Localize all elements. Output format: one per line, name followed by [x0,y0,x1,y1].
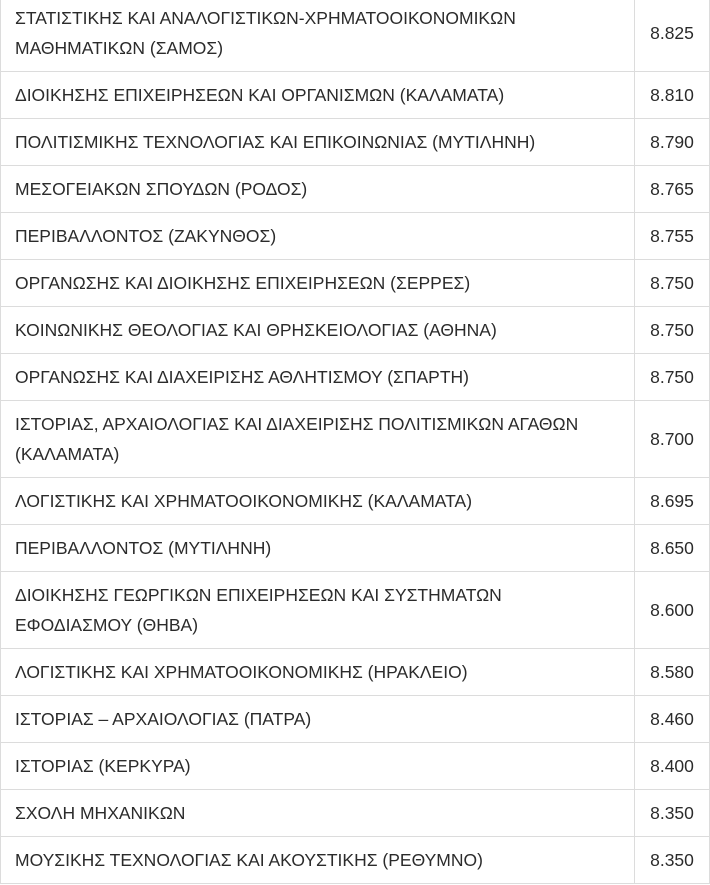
program-name: ΟΡΓΑΝΩΣΗΣ ΚΑΙ ΔΙΟΙΚΗΣΗΣ ΕΠΙΧΕΙΡΗΣΕΩΝ (ΣΕ… [0,259,635,307]
program-name: ΛΟΓΙΣΤΙΚΗΣ ΚΑΙ ΧΡΗΜΑΤΟΟΙΚΟΝΟΜΙΚΗΣ (ΚΑΛΑΜ… [0,477,635,525]
score: 8.790 [634,118,710,166]
table-row: ΜΕΣΟΓΕΙΑΚΩΝ ΣΠΟΥΔΩΝ (ΡΟΔΟΣ) 8.765 [0,165,710,213]
program-name: ΠΕΡΙΒΑΛΛΟΝΤΟΣ (ΜΥΤΙΛΗΝΗ) [0,524,635,572]
program-name: ΣΧΟΛΗ ΜΗΧΑΝΙΚΩΝ [0,789,635,837]
score: 8.750 [634,259,710,307]
score: 8.750 [634,306,710,354]
score: 8.350 [634,789,710,837]
table-row: ΟΡΓΑΝΩΣΗΣ ΚΑΙ ΔΙΑΧΕΙΡΙΣΗΣ ΑΘΛΗΤΙΣΜΟΥ (ΣΠ… [0,353,710,401]
program-name: ΣΤΑΤΙΣΤΙΚΗΣ ΚΑΙ ΑΝΑΛΟΓΙΣΤΙΚΩΝ-ΧΡΗΜΑΤΟΟΙΚ… [0,0,635,72]
program-name: ΔΙΟΙΚΗΣΗΣ ΓΕΩΡΓΙΚΩΝ ΕΠΙΧΕΙΡΗΣΕΩΝ ΚΑΙ ΣΥΣ… [0,571,635,649]
table-row: ΙΣΤΟΡΙΑΣ – ΑΡΧΑΙΟΛΟΓΙΑΣ (ΠΑΤΡΑ) 8.460 [0,695,710,743]
score: 8.400 [634,742,710,790]
program-name: ΜΕΣΟΓΕΙΑΚΩΝ ΣΠΟΥΔΩΝ (ΡΟΔΟΣ) [0,165,635,213]
program-name: ΟΡΓΑΝΩΣΗΣ ΚΑΙ ΔΙΑΧΕΙΡΙΣΗΣ ΑΘΛΗΤΙΣΜΟΥ (ΣΠ… [0,353,635,401]
score: 8.460 [634,695,710,743]
score: 8.825 [634,0,710,72]
program-name: ΔΙΟΙΚΗΣΗΣ ΕΠΙΧΕΙΡΗΣΕΩΝ ΚΑΙ ΟΡΓΑΝΙΣΜΩΝ (Κ… [0,71,635,119]
table-row: ΣΤΑΤΙΣΤΙΚΗΣ ΚΑΙ ΑΝΑΛΟΓΙΣΤΙΚΩΝ-ΧΡΗΜΑΤΟΟΙΚ… [0,0,710,72]
program-name: ΙΣΤΟΡΙΑΣ, ΑΡΧΑΙΟΛΟΓΙΑΣ ΚΑΙ ΔΙΑΧΕΙΡΙΣΗΣ Π… [0,400,635,478]
program-name: ΚΟΙΝΩΝΙΚΗΣ ΘΕΟΛΟΓΙΑΣ ΚΑΙ ΘΡΗΣΚΕΙΟΛΟΓΙΑΣ … [0,306,635,354]
table-row: ΛΟΓΙΣΤΙΚΗΣ ΚΑΙ ΧΡΗΜΑΤΟΟΙΚΟΝΟΜΙΚΗΣ (ΗΡΑΚΛ… [0,648,710,696]
score: 8.695 [634,477,710,525]
program-name: ΠΕΡΙΒΑΛΛΟΝΤΟΣ (ΖΑΚΥΝΘΟΣ) [0,212,635,260]
program-name: ΛΟΓΙΣΤΙΚΗΣ ΚΑΙ ΧΡΗΜΑΤΟΟΙΚΟΝΟΜΙΚΗΣ (ΗΡΑΚΛ… [0,648,635,696]
score: 8.580 [634,648,710,696]
score: 8.810 [634,71,710,119]
table-row: ΟΡΓΑΝΩΣΗΣ ΚΑΙ ΔΙΟΙΚΗΣΗΣ ΕΠΙΧΕΙΡΗΣΕΩΝ (ΣΕ… [0,259,710,307]
score: 8.650 [634,524,710,572]
table-row: ΔΙΟΙΚΗΣΗΣ ΓΕΩΡΓΙΚΩΝ ΕΠΙΧΕΙΡΗΣΕΩΝ ΚΑΙ ΣΥΣ… [0,571,710,649]
table-row: ΠΕΡΙΒΑΛΛΟΝΤΟΣ (ΜΥΤΙΛΗΝΗ) 8.650 [0,524,710,572]
program-name: ΙΣΤΟΡΙΑΣ – ΑΡΧΑΙΟΛΟΓΙΑΣ (ΠΑΤΡΑ) [0,695,635,743]
score: 8.755 [634,212,710,260]
table-row: ΔΙΟΙΚΗΣΗΣ ΕΠΙΧΕΙΡΗΣΕΩΝ ΚΑΙ ΟΡΓΑΝΙΣΜΩΝ (Κ… [0,71,710,119]
table-row: ΛΟΓΙΣΤΙΚΗΣ ΚΑΙ ΧΡΗΜΑΤΟΟΙΚΟΝΟΜΙΚΗΣ (ΚΑΛΑΜ… [0,477,710,525]
table-row: ΠΕΡΙΒΑΛΛΟΝΤΟΣ (ΖΑΚΥΝΘΟΣ) 8.755 [0,212,710,260]
score: 8.750 [634,353,710,401]
score: 8.600 [634,571,710,649]
program-name: ΙΣΤΟΡΙΑΣ (ΚΕΡΚΥΡΑ) [0,742,635,790]
program-name: ΠΟΛΙΤΙΣΜΙΚΗΣ ΤΕΧΝΟΛΟΓΙΑΣ ΚΑΙ ΕΠΙΚΟΙΝΩΝΙΑ… [0,118,635,166]
score: 8.765 [634,165,710,213]
table-row: ΙΣΤΟΡΙΑΣ, ΑΡΧΑΙΟΛΟΓΙΑΣ ΚΑΙ ΔΙΑΧΕΙΡΙΣΗΣ Π… [0,400,710,478]
score: 8.700 [634,400,710,478]
table-row: ΙΣΤΟΡΙΑΣ (ΚΕΡΚΥΡΑ) 8.400 [0,742,710,790]
table-row: ΜΟΥΣΙΚΗΣ ΤΕΧΝΟΛΟΓΙΑΣ ΚΑΙ ΑΚΟΥΣΤΙΚΗΣ (ΡΕΘ… [0,836,710,884]
table-row: ΠΟΛΙΤΙΣΜΙΚΗΣ ΤΕΧΝΟΛΟΓΙΑΣ ΚΑΙ ΕΠΙΚΟΙΝΩΝΙΑ… [0,118,710,166]
table-row: ΚΟΙΝΩΝΙΚΗΣ ΘΕΟΛΟΓΙΑΣ ΚΑΙ ΘΡΗΣΚΕΙΟΛΟΓΙΑΣ … [0,306,710,354]
table-row: ΣΧΟΛΗ ΜΗΧΑΝΙΚΩΝ 8.350 [0,789,710,837]
score: 8.350 [634,836,710,884]
program-name: ΜΟΥΣΙΚΗΣ ΤΕΧΝΟΛΟΓΙΑΣ ΚΑΙ ΑΚΟΥΣΤΙΚΗΣ (ΡΕΘ… [0,836,635,884]
